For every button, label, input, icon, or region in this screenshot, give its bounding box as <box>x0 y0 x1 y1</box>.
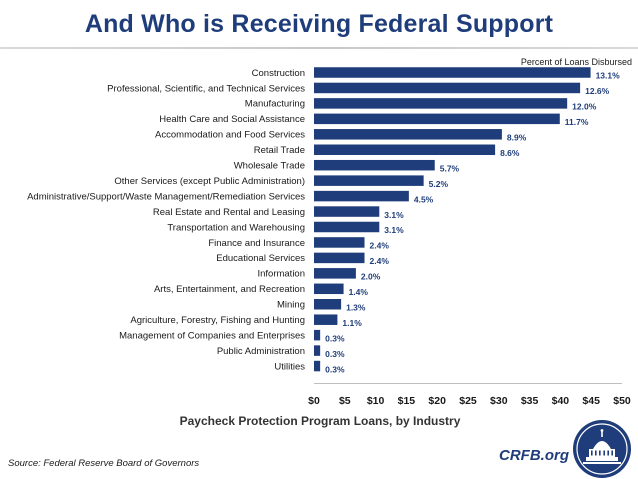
x-tick-label: $20 <box>428 395 446 407</box>
title-divider <box>0 47 638 49</box>
capitol-seal-icon <box>573 420 631 478</box>
data-label: 3.1% <box>384 225 404 235</box>
data-label: 12.6% <box>585 86 610 96</box>
category-label: Finance and Insurance <box>208 238 305 249</box>
category-label: Public Administration <box>217 346 305 357</box>
brand-link[interactable]: CRFB.org <box>499 447 569 464</box>
bar <box>314 206 380 217</box>
x-tick-label: $45 <box>582 395 600 407</box>
category-label: Administrative/Support/Waste Management/… <box>27 191 305 202</box>
data-label: 8.6% <box>500 148 520 158</box>
x-axis-ticks: $0 $5 $10 $15 $20 $25 $30 $35 $40 $45 $50 <box>308 395 631 407</box>
x-tick-label: $15 <box>398 395 416 407</box>
bar <box>314 113 560 125</box>
bar <box>314 299 342 310</box>
data-label: 0.3% <box>325 349 345 359</box>
category-label: Accommodation and Food Services <box>155 130 305 141</box>
data-label: 5.7% <box>440 163 460 173</box>
data-label: 1.4% <box>349 287 369 297</box>
category-label: Information <box>257 269 305 280</box>
category-label: Utilities <box>274 361 305 372</box>
bar <box>314 283 344 295</box>
data-label: 12.0% <box>572 102 597 112</box>
data-label: 5.2% <box>429 179 449 189</box>
bar <box>314 221 380 233</box>
category-label: Educational Services <box>216 253 305 264</box>
data-label: 13.1% <box>596 71 621 81</box>
category-label: Real Estate and Rental and Leasing <box>153 207 305 218</box>
bar <box>314 345 321 356</box>
category-label: Transportation and Warehousing <box>167 222 305 233</box>
category-label: Arts, Entertainment, and Recreation <box>154 284 305 295</box>
data-label: 0.3% <box>325 333 345 343</box>
data-label: 4.5% <box>414 194 434 204</box>
x-tick-label: $50 <box>613 395 631 407</box>
bar <box>314 360 321 372</box>
x-tick-label: $25 <box>459 395 477 407</box>
category-label: Wholesale Trade <box>234 161 305 172</box>
category-label: Health Care and Social Assistance <box>159 114 305 125</box>
x-tick-label: $40 <box>552 395 570 407</box>
bar <box>314 82 581 94</box>
x-tick-label: $30 <box>490 395 508 407</box>
bar <box>314 67 591 78</box>
page-title: And Who is Receiving Federal Support <box>84 10 554 38</box>
category-label: Management of Companies and Enterprises <box>119 330 305 341</box>
bar <box>314 144 496 155</box>
bar <box>314 329 321 341</box>
category-label: Construction <box>252 68 305 79</box>
source-note: Source: Federal Reserve Board of Governo… <box>8 458 200 469</box>
x-tick-label: $10 <box>367 395 385 407</box>
bar <box>314 129 502 140</box>
x-tick-label: $0 <box>308 395 320 407</box>
data-label: 11.7% <box>565 117 589 127</box>
bars-layer: Construction 13.1% Professional, Scientifi… <box>27 67 620 374</box>
category-label: Mining <box>277 300 305 311</box>
category-label: Retail Trade <box>254 145 305 156</box>
category-label: Professional, Scientific, and Technical … <box>107 83 305 94</box>
value-label-note: Percent of Loans Disbursed <box>521 57 632 67</box>
x-axis-title: Paycheck Protection Program Loans, by In… <box>180 414 461 428</box>
bar <box>314 314 338 325</box>
data-label: 0.3% <box>325 364 345 374</box>
data-label: 2.4% <box>370 256 390 266</box>
category-label: Other Services (except Public Administra… <box>114 176 305 187</box>
data-label: 1.3% <box>346 302 366 312</box>
bar <box>314 175 424 186</box>
category-label: Manufacturing <box>245 99 305 110</box>
data-label: 3.1% <box>384 210 404 220</box>
bar <box>314 268 356 279</box>
x-tick-label: $5 <box>339 395 351 407</box>
bar <box>314 98 568 109</box>
bar <box>314 159 435 171</box>
data-label: 8.9% <box>507 133 527 143</box>
bar <box>314 190 409 202</box>
data-label: 2.0% <box>361 272 381 282</box>
category-label: Agriculture, Forestry, Fishing and Hunti… <box>130 315 305 326</box>
data-label: 1.1% <box>342 318 362 328</box>
x-tick-label: $35 <box>521 395 539 407</box>
bar <box>314 252 365 264</box>
data-label: 2.4% <box>370 241 390 251</box>
bar <box>314 237 365 248</box>
